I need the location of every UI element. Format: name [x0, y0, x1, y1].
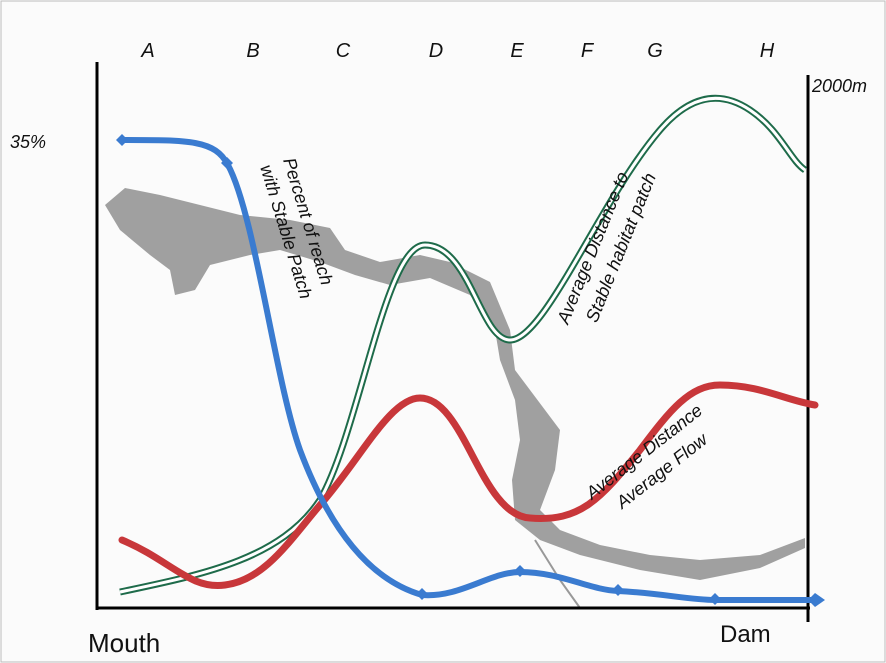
- reach-labels: A B C D E F G H: [140, 40, 774, 62]
- marker: [808, 593, 825, 607]
- reach-label: D: [429, 40, 443, 62]
- reach-label: G: [647, 40, 663, 62]
- marker: [116, 134, 128, 146]
- reach-label: F: [581, 40, 595, 62]
- marker: [221, 157, 233, 169]
- reach-label: H: [760, 40, 775, 62]
- dam-label: Dam: [720, 621, 771, 648]
- reach-label: E: [510, 40, 524, 62]
- curve-markers: [116, 134, 825, 607]
- marker: [416, 588, 428, 600]
- right-axis-label: 2000m: [811, 76, 867, 96]
- marker: [514, 565, 526, 577]
- mouth-label: Mouth: [88, 628, 160, 658]
- reach-label: C: [336, 40, 351, 62]
- left-axis-label: 35%: [10, 132, 46, 152]
- flow-curve: [118, 381, 819, 590]
- marker: [612, 584, 624, 596]
- reach-label: A: [140, 40, 154, 62]
- marker: [709, 593, 721, 605]
- reach-label: B: [246, 40, 259, 62]
